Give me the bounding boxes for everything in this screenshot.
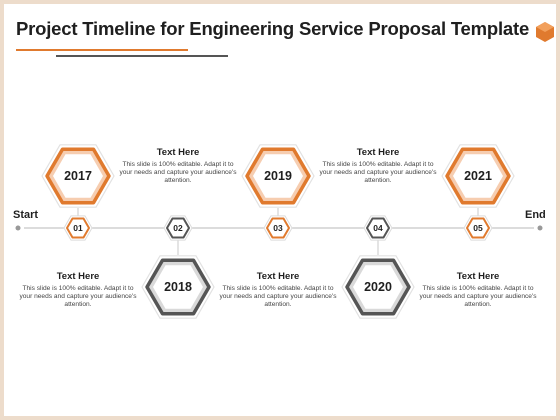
timeline-graphic (15, 144, 543, 319)
step-number: 04 (373, 223, 383, 233)
step-number: 03 (273, 223, 283, 233)
year-label: 2017 (64, 169, 92, 183)
year-label: 2021 (464, 169, 492, 183)
year-hexagon-inner (253, 154, 303, 198)
text-block-heading: Text Here (256, 271, 300, 282)
number-hexagon (266, 217, 290, 239)
page-title: Project Timeline for Engineering Service… (16, 18, 530, 39)
text-block-body: This slide is 100% editable. Adapt it to… (219, 285, 337, 309)
text-block-heading: Text Here (56, 271, 100, 282)
number-hexagon (66, 217, 90, 239)
year-hexagon-inner (53, 154, 103, 198)
hexagon-logo-icon (536, 22, 554, 42)
text-block-heading: Text Here (156, 147, 200, 158)
step-number: 01 (73, 223, 83, 233)
year-label: 2019 (264, 169, 292, 183)
text-block: Text Here This slide is 100% editable. A… (116, 147, 240, 186)
timeline-end-label: End (525, 209, 546, 221)
year-hexagon-inner (353, 265, 403, 309)
number-hexagon (166, 217, 190, 239)
step-number: 02 (173, 223, 183, 233)
text-block: Text Here This slide is 100% editable. A… (416, 271, 540, 310)
slide: Project Timeline for Engineering Service… (4, 4, 556, 416)
year-label: 2020 (364, 280, 392, 294)
timeline-start-label: Start (13, 209, 39, 221)
text-block-body: This slide is 100% editable. Adapt it to… (419, 285, 537, 309)
text-block-body: This slide is 100% editable. Adapt it to… (119, 161, 237, 185)
timeline-end-dot (537, 225, 543, 231)
year-label: 2018 (164, 280, 192, 294)
title-underline-dark (56, 55, 228, 57)
text-block-heading: Text Here (456, 271, 500, 282)
timeline-start-dot (15, 225, 21, 231)
number-hexagon (366, 217, 390, 239)
number-hexagon (466, 217, 490, 239)
step-number: 05 (473, 223, 483, 233)
text-block: Text Here This slide is 100% editable. A… (216, 271, 340, 310)
text-block: Text Here This slide is 100% editable. A… (316, 147, 440, 186)
title-underline-orange (16, 49, 188, 51)
text-block-heading: Text Here (356, 147, 400, 158)
year-hexagon-inner (453, 154, 503, 198)
text-block: Text Here This slide is 100% editable. A… (16, 271, 140, 310)
text-block-body: This slide is 100% editable. Adapt it to… (19, 285, 137, 309)
text-block-body: This slide is 100% editable. Adapt it to… (319, 161, 437, 185)
year-hexagon-inner (153, 265, 203, 309)
